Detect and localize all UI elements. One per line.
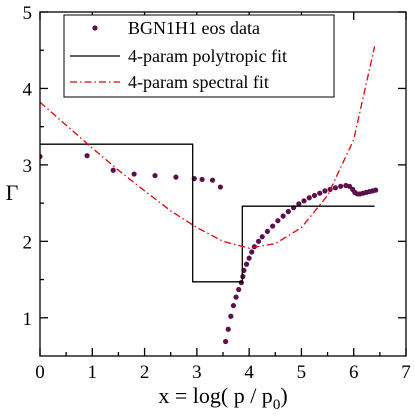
eos-data-point (152, 172, 158, 179)
x-tick-label: 4 (244, 362, 254, 383)
eos-data-point (110, 167, 116, 173)
spectral-fit-line (40, 46, 376, 249)
eos-data-point (228, 313, 234, 319)
eos-data-point (238, 280, 244, 286)
eos-data-point (199, 176, 205, 183)
eos-data-point (249, 249, 255, 255)
legend-marker-eos-data (92, 25, 98, 31)
eos-data-point (223, 338, 229, 345)
eos-data-point (338, 183, 344, 189)
eos-data-point (317, 190, 323, 196)
eos-data-point (280, 213, 286, 219)
eos-data-point (275, 218, 281, 224)
y-tick-label: 4 (23, 79, 33, 100)
x-tick-label: 2 (140, 362, 150, 383)
x-tick-label: 7 (401, 362, 411, 383)
eos-data-point (322, 188, 328, 194)
y-tick-label: 5 (23, 3, 33, 24)
eos-data-point (306, 195, 312, 201)
eos-data-point (301, 198, 307, 204)
legend-label-eos-data: BGN1H1 eos data (128, 18, 260, 38)
eos-data-point (230, 302, 237, 309)
x-axis-label: x = log( p / p0) (158, 383, 287, 413)
x-tick-label: 1 (88, 362, 98, 383)
x-axis-label-main: x = log( p / p (158, 383, 272, 408)
x-tick-label: 0 (35, 362, 45, 383)
legend-label-polytropic: 4-param polytropic fit (128, 46, 287, 66)
eos-data-point (259, 234, 265, 240)
eos-data-point (373, 187, 379, 193)
series-layer (40, 46, 379, 345)
eos-data-point (243, 261, 250, 267)
eos-data-point (264, 228, 271, 234)
polytropic-fit-line (40, 143, 375, 283)
eos-data-point (173, 174, 179, 180)
eos-data-point (236, 286, 242, 293)
eos-data-point (84, 153, 90, 159)
ticks-layer: 0 1 2 3 4 5 6 7 1 2 3 4 5 (23, 3, 411, 383)
eos-data-point (296, 201, 302, 207)
legend: BGN1H1 eos data 4-param polytropic fit 4… (63, 14, 335, 98)
eos-data-point (270, 223, 276, 229)
x-tick-label: 6 (349, 362, 359, 383)
eos-data-point (217, 184, 223, 190)
eos-data-point (246, 255, 252, 261)
y-tick-label: 1 (23, 309, 33, 330)
x-tick-label: 5 (297, 362, 307, 383)
legend-label-spectral: 4-param spectral fit (128, 72, 269, 92)
eos-data-point (209, 177, 216, 183)
eos-data-point (311, 192, 318, 199)
y-axis-label: Γ (6, 180, 19, 205)
x-axis-label-subscript: 0 (273, 397, 281, 413)
x-axis-label-close: ) (280, 383, 287, 408)
eos-data-point (131, 171, 137, 177)
eos-data-point (255, 238, 262, 244)
eos-data-point (285, 208, 291, 215)
y-tick-label: 3 (23, 156, 33, 177)
eos-data-point (225, 326, 231, 332)
y-tick-label: 2 (23, 232, 33, 253)
eos-data-point (233, 294, 239, 300)
eos-data-point (332, 185, 339, 191)
x-tick-label: 3 (192, 362, 202, 383)
